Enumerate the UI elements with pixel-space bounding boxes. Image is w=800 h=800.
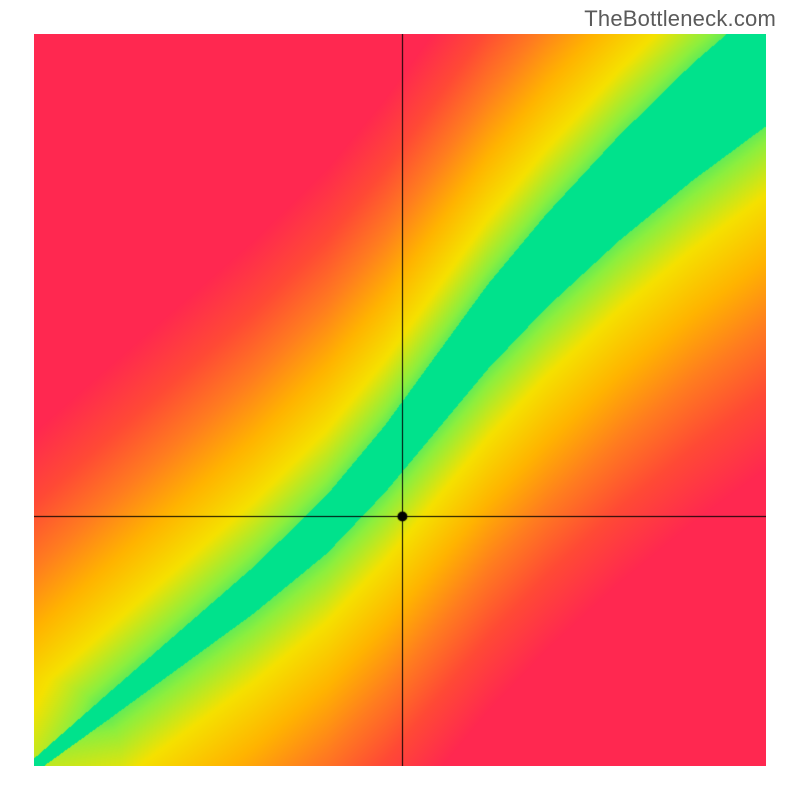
bottleneck-heatmap — [34, 34, 766, 766]
heatmap-canvas — [34, 34, 766, 766]
watermark-text: TheBottleneck.com — [584, 6, 776, 32]
